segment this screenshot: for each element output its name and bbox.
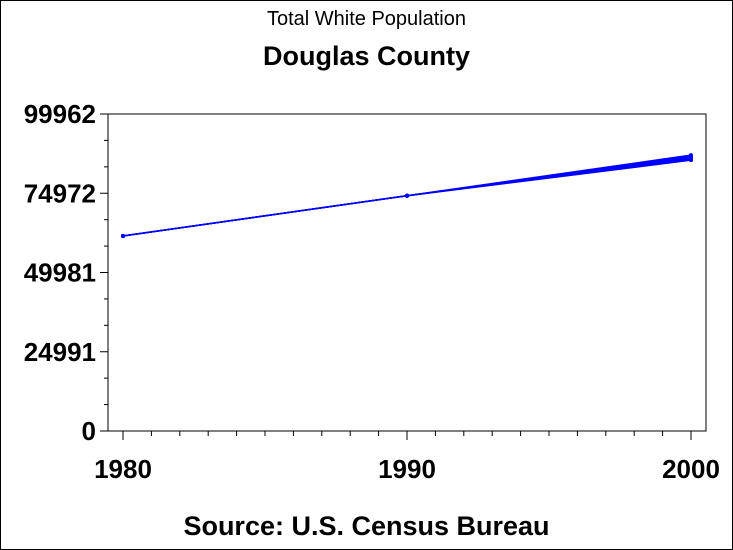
- x-tick-label: 1980: [94, 454, 152, 484]
- series-group: [121, 153, 693, 238]
- data-point: [405, 193, 409, 198]
- data-point: [121, 233, 125, 238]
- plot-area: [107, 113, 707, 432]
- y-tick-label: 99962: [24, 99, 96, 129]
- y-tick-label: 24991: [24, 337, 96, 367]
- series-line: [122, 159, 692, 237]
- chart-source: Source: U.S. Census Bureau: [183, 511, 550, 541]
- chart-subtitle: Total White Population: [266, 8, 466, 30]
- y-tick-label: 0: [82, 416, 96, 446]
- y-tick-label: 49981: [24, 258, 96, 288]
- x-tick-label: 1990: [378, 454, 436, 484]
- x-axis: 1980 1990 2000: [94, 431, 720, 484]
- y-axis: 0 24991 49981 74972 99962: [24, 99, 108, 446]
- y-tick-label: 74972: [24, 178, 96, 208]
- data-point: [689, 158, 693, 163]
- x-tick-label: 2000: [662, 454, 720, 484]
- chart-title: Douglas County: [263, 41, 470, 71]
